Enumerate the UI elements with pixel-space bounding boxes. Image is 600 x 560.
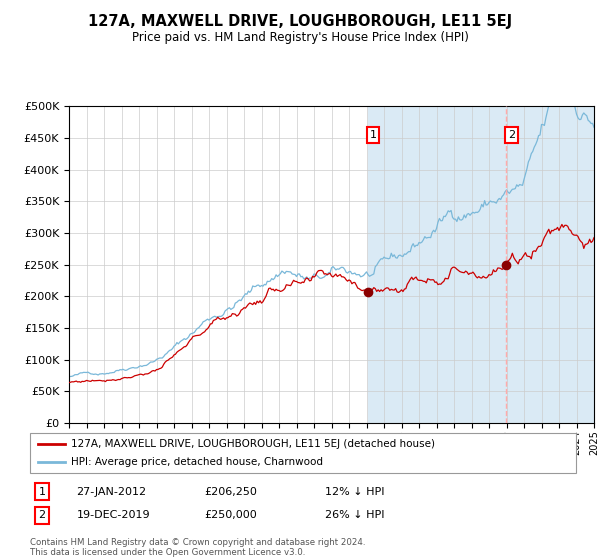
Text: 27-JAN-2012: 27-JAN-2012 — [76, 487, 146, 497]
FancyBboxPatch shape — [30, 433, 576, 473]
Text: HPI: Average price, detached house, Charnwood: HPI: Average price, detached house, Char… — [71, 458, 323, 467]
Text: Contains HM Land Registry data © Crown copyright and database right 2024.
This d: Contains HM Land Registry data © Crown c… — [30, 538, 365, 557]
Text: 12% ↓ HPI: 12% ↓ HPI — [325, 487, 385, 497]
Text: 1: 1 — [38, 487, 46, 497]
Text: 26% ↓ HPI: 26% ↓ HPI — [325, 510, 385, 520]
Text: 127A, MAXWELL DRIVE, LOUGHBOROUGH, LE11 5EJ: 127A, MAXWELL DRIVE, LOUGHBOROUGH, LE11 … — [88, 14, 512, 29]
Text: 2: 2 — [38, 510, 46, 520]
Bar — [368, 106, 594, 423]
Text: £250,000: £250,000 — [205, 510, 257, 520]
Text: Price paid vs. HM Land Registry's House Price Index (HPI): Price paid vs. HM Land Registry's House … — [131, 31, 469, 44]
Text: 19-DEC-2019: 19-DEC-2019 — [76, 510, 150, 520]
Text: 127A, MAXWELL DRIVE, LOUGHBOROUGH, LE11 5EJ (detached house): 127A, MAXWELL DRIVE, LOUGHBOROUGH, LE11 … — [71, 439, 435, 449]
Text: 1: 1 — [370, 130, 376, 140]
Text: 2: 2 — [508, 130, 515, 140]
Text: £206,250: £206,250 — [205, 487, 257, 497]
